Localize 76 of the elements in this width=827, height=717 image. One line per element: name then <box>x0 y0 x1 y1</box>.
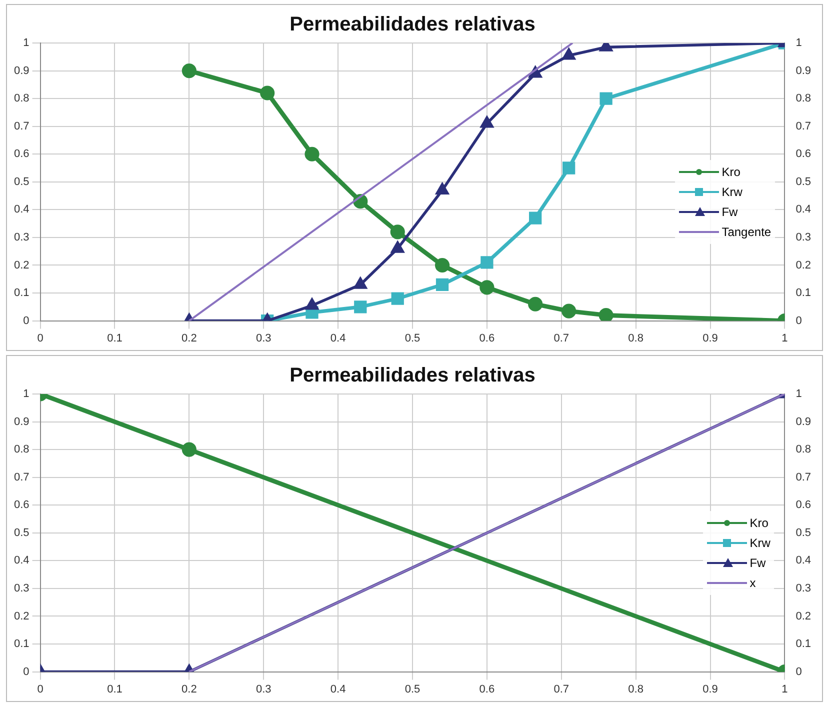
x-tick-label: 0.4 <box>330 683 346 696</box>
y-tick-label: 0.7 <box>14 120 30 132</box>
y2-tick-label: 0 <box>796 314 802 327</box>
x-tick-label: 1 <box>782 683 788 696</box>
legend-label: x <box>750 576 756 590</box>
legend-label: Krw <box>750 536 770 550</box>
x-tick-label: 0.8 <box>628 683 644 696</box>
legend-label: Krw <box>722 184 742 199</box>
y2-tick-label: 0.5 <box>796 526 812 539</box>
y-tick-label: 0.2 <box>14 259 30 272</box>
y2-tick-label: 1 <box>796 37 802 50</box>
y2-tick-label: 0.1 <box>796 287 812 300</box>
x-tick-label: 0.4 <box>330 332 346 344</box>
y-tick-label: 0.3 <box>14 582 30 594</box>
x-tick-label: 0.1 <box>107 683 122 696</box>
y-tick-label: 0.4 <box>14 554 30 567</box>
y-tick-label: 0.6 <box>14 499 30 512</box>
y2-tick-label: 0.6 <box>796 148 812 160</box>
y-tick-label: 0.9 <box>14 416 30 428</box>
x-tick-label: 0.2 <box>182 332 197 344</box>
y-tick-label: 0.3 <box>14 231 30 244</box>
chart-title: Permeabilidades relativas <box>290 364 536 387</box>
y-tick-label: 0.7 <box>14 471 30 484</box>
y2-tick-label: 0.8 <box>796 444 812 456</box>
y2-tick-label: 0.5 <box>796 176 812 188</box>
y2-tick-label: 0.9 <box>796 64 812 77</box>
legend-label: Kro <box>722 164 740 179</box>
y-tick-label: 0.2 <box>14 610 30 622</box>
x-tick-label: 0.9 <box>702 332 718 344</box>
y-tick-label: 0.4 <box>14 204 30 216</box>
y2-tick-label: 0.1 <box>796 638 812 650</box>
x-tick-label: 0 <box>37 332 44 344</box>
x-tick-label: 0.3 <box>256 332 272 344</box>
x-tick-label: 0.7 <box>554 332 570 344</box>
y2-tick-label: 0.9 <box>796 416 812 428</box>
y-tick-label: 0.6 <box>14 148 30 160</box>
y2-tick-label: 0.2 <box>796 610 812 622</box>
y-tick-label: 0.8 <box>14 92 30 105</box>
y-tick-label: 0.1 <box>14 287 30 300</box>
y2-tick-label: 0.2 <box>796 259 812 272</box>
y-tick-label: 0.5 <box>14 176 30 188</box>
y-tick-label: 1 <box>23 388 30 400</box>
legend-label: Fw <box>750 556 766 570</box>
legend-label: Kro <box>750 516 768 530</box>
y-tick-label: 0 <box>23 314 30 327</box>
y-tick-label: 0 <box>23 666 30 678</box>
y2-tick-label: 0 <box>796 666 802 678</box>
x-tick-label: 0.9 <box>702 683 718 696</box>
x-tick-label: 0 <box>37 683 44 696</box>
x-tick-label: 0.6 <box>479 332 495 344</box>
y2-tick-label: 0.7 <box>796 471 812 484</box>
y2-tick-label: 0.3 <box>796 231 812 244</box>
x-tick-label: 0.1 <box>107 332 122 344</box>
y2-tick-label: 0.3 <box>796 582 812 594</box>
y2-tick-label: 1 <box>796 388 802 400</box>
x-tick-label: 0.7 <box>554 683 570 696</box>
y2-tick-label: 0.8 <box>796 92 812 105</box>
x-tick-label: 0.5 <box>404 683 420 696</box>
x-tick-label: 0.6 <box>479 683 495 696</box>
y2-tick-label: 0.7 <box>796 120 812 132</box>
y-tick-label: 0.9 <box>14 64 30 77</box>
y2-tick-label: 0.4 <box>796 554 812 567</box>
y-tick-label: 1 <box>23 37 30 50</box>
y2-tick-label: 0.6 <box>796 499 812 512</box>
y-tick-label: 0.8 <box>14 444 30 456</box>
y-tick-label: 0.1 <box>14 638 30 650</box>
x-tick-label: 0.5 <box>404 332 420 344</box>
x-tick-label: 0.8 <box>628 332 644 344</box>
legend-label: Tangente <box>722 224 772 239</box>
x-tick-label: 0.2 <box>182 683 197 696</box>
y-tick-label: 0.5 <box>14 526 30 539</box>
chart-title: Permeabilidades relativas <box>290 14 536 36</box>
x-tick-label: 0.3 <box>256 683 272 696</box>
x-tick-label: 1 <box>782 332 788 344</box>
y2-tick-label: 0.4 <box>796 204 812 216</box>
legend-label: Fw <box>722 204 738 219</box>
